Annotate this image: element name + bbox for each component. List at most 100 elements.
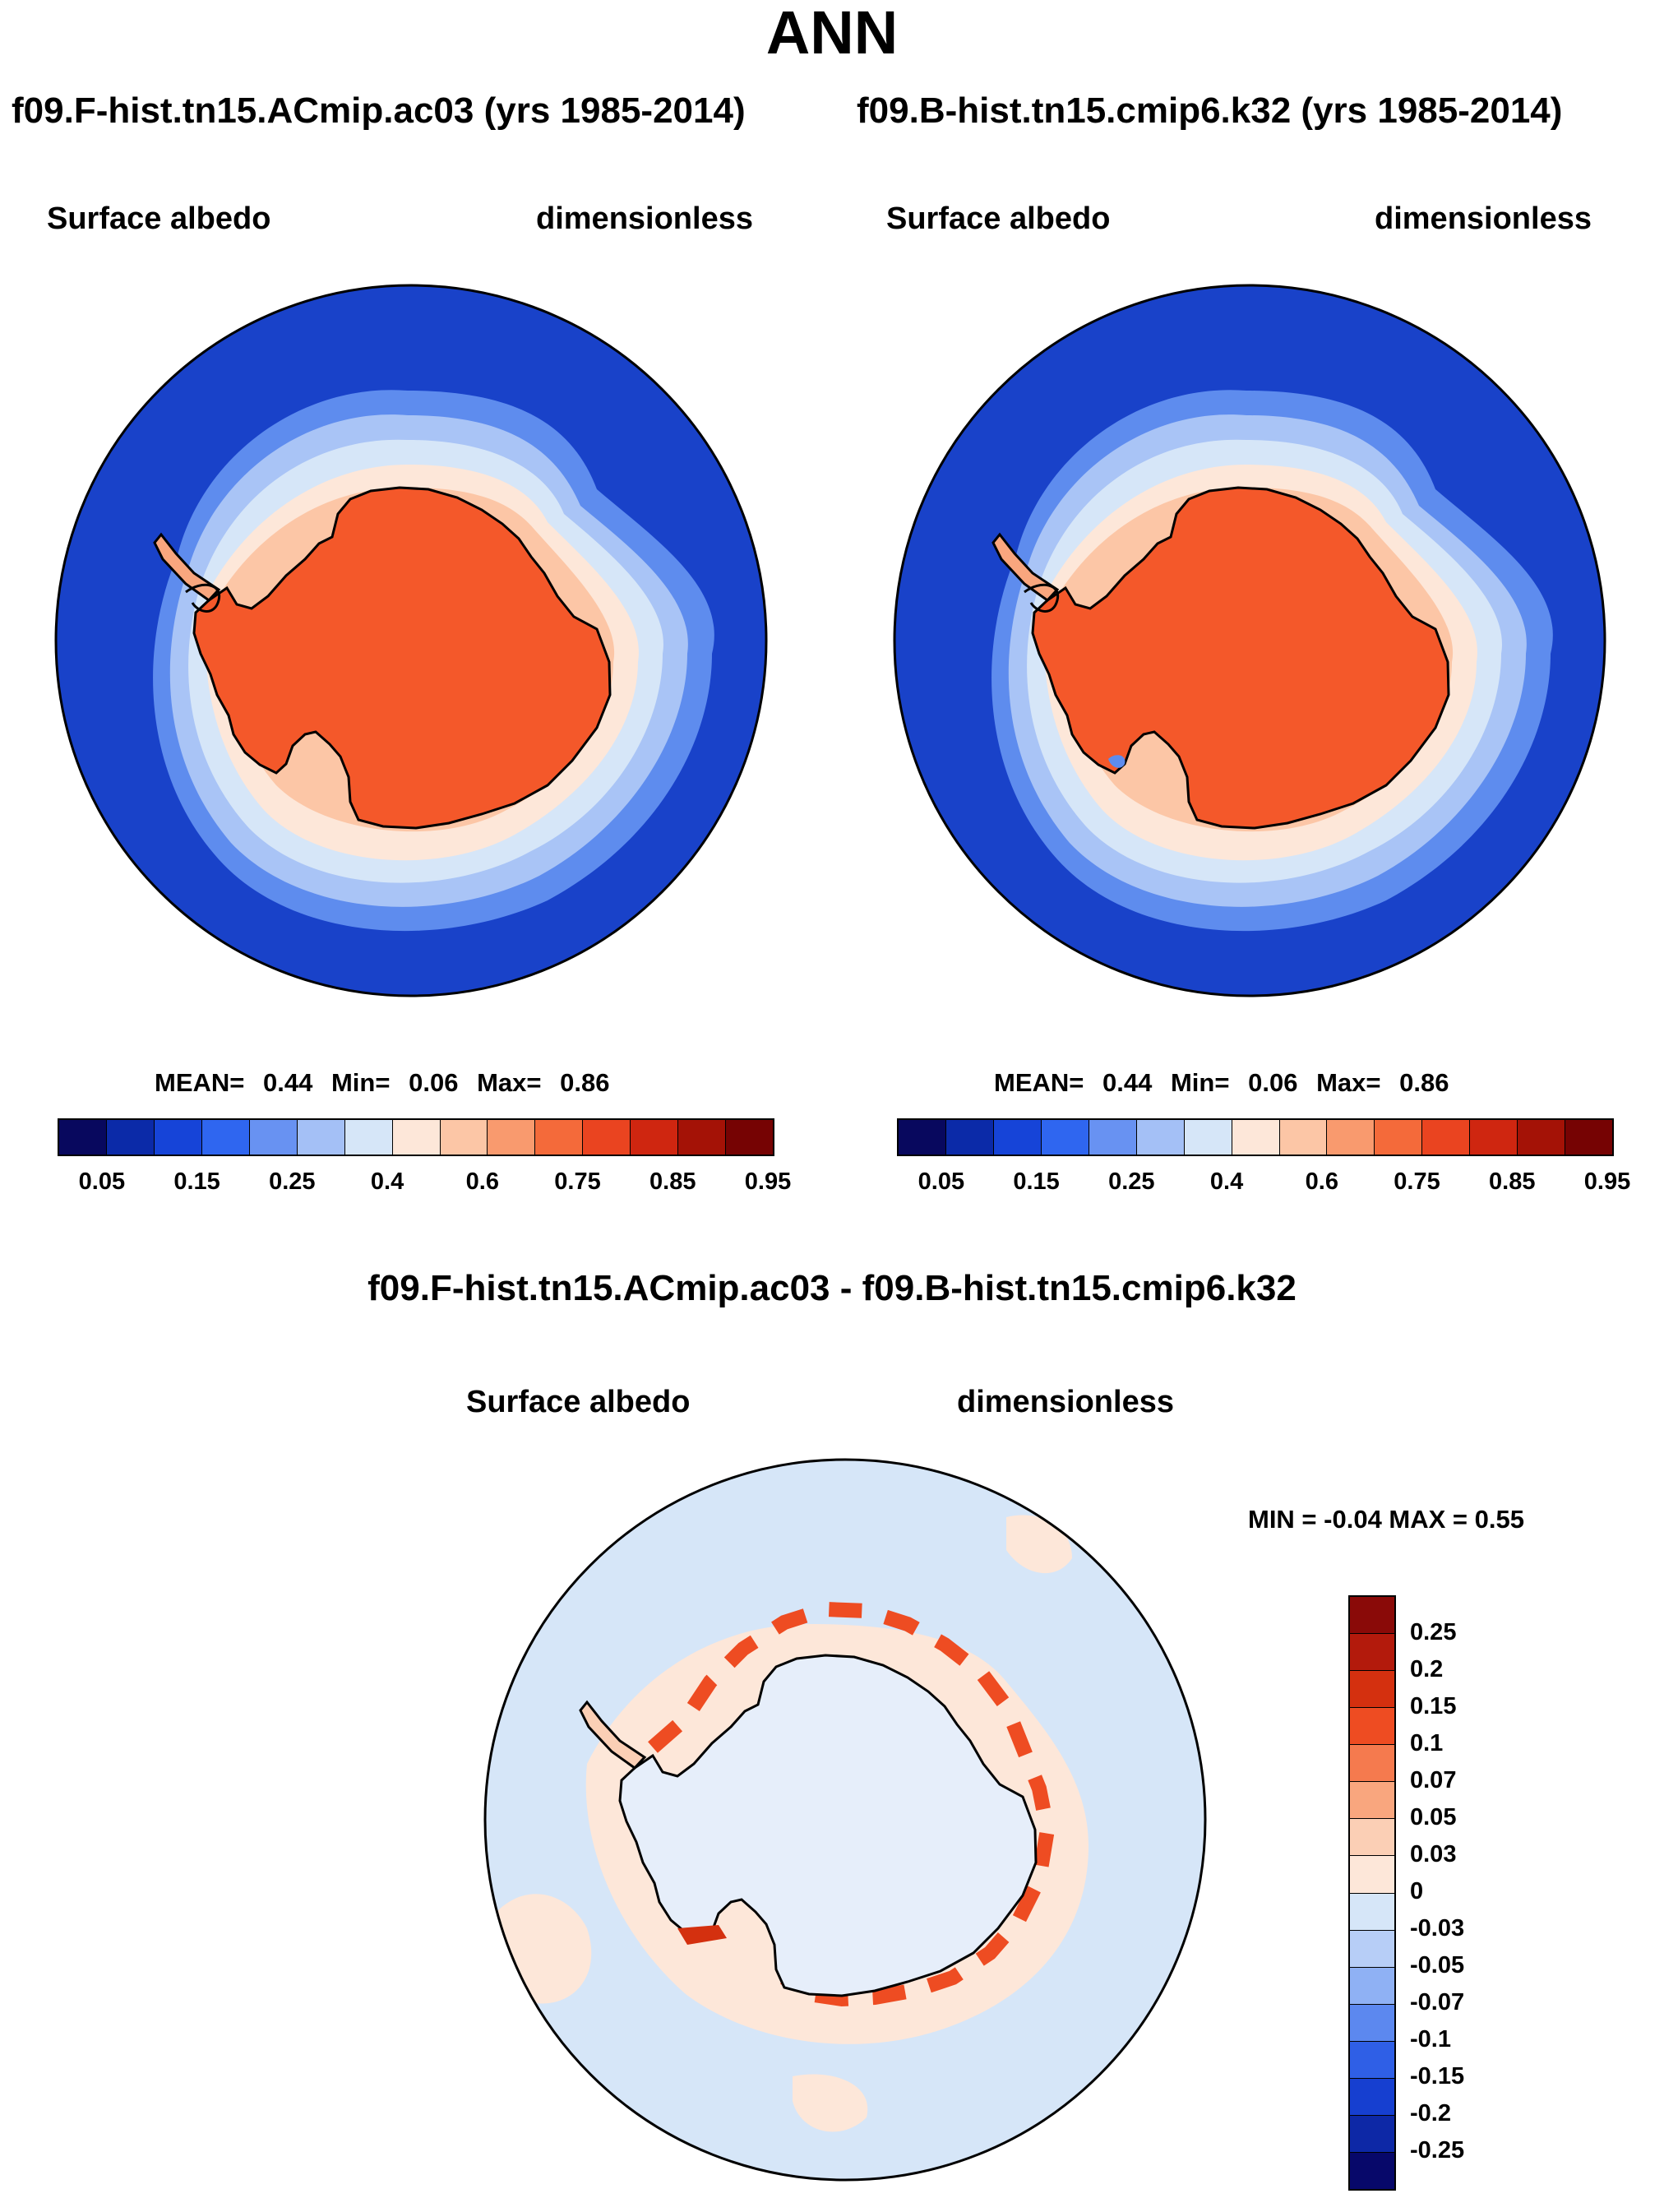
diff-units-label: dimensionless xyxy=(957,1385,1174,1419)
panel1-units-label: dimensionless xyxy=(536,201,753,236)
colorbar-cell xyxy=(1350,1967,1394,2005)
panel2-max-label: Max= xyxy=(1316,1068,1381,1097)
ice-shelf-detail xyxy=(185,583,221,613)
colorbar-tick-label: 0 xyxy=(1410,1878,1424,1904)
colorbar-tick-label: 0.1 xyxy=(1410,1730,1444,1756)
colorbar-tick-label: 0.25 xyxy=(1108,1168,1155,1195)
colorbar-cell xyxy=(678,1120,727,1155)
ross-sea-polynya xyxy=(1108,755,1126,768)
diff-minmax: MIN = -0.04 MAX = 0.55 xyxy=(1248,1505,1524,1534)
colorbar-cell xyxy=(1422,1120,1471,1155)
colorbar-tick-label: 0.05 xyxy=(918,1168,965,1195)
colorbar-cell xyxy=(1350,1708,1394,1746)
colorbar-tick-label: 0.15 xyxy=(1410,1693,1457,1719)
colorbar-tick-label: 0.15 xyxy=(1013,1168,1060,1195)
colorbar-tick-label: -0.2 xyxy=(1410,2100,1451,2126)
panel2-mean-value: 0.44 xyxy=(1102,1068,1153,1097)
panel2-colorbar xyxy=(897,1118,1614,1156)
colorbar-tick-label: 0.85 xyxy=(1489,1168,1536,1195)
ice-shelf-detail xyxy=(1024,583,1060,613)
panel1-run-title: f09.F-hist.tn15.ACmip.ac03 (yrs 1985-201… xyxy=(12,90,746,131)
colorbar-cell xyxy=(392,1120,441,1155)
colorbar-cell xyxy=(1375,1120,1423,1155)
colorbar-tick-label: -0.05 xyxy=(1410,1952,1465,1978)
colorbar-tick-label: -0.1 xyxy=(1410,2026,1451,2052)
panel1-colorbar xyxy=(58,1118,774,1156)
panel1-mean-value: 0.44 xyxy=(263,1068,313,1097)
colorbar-cell xyxy=(1350,1856,1394,1894)
colorbar-cell xyxy=(1279,1120,1328,1155)
colorbar-tick-label: 0.03 xyxy=(1410,1841,1457,1867)
panel1-stats: MEAN= 0.44 Min= 0.06 Max= 0.86 xyxy=(155,1067,609,1099)
colorbar-tick-label: 0.6 xyxy=(1305,1168,1338,1195)
colorbar-cell xyxy=(1470,1120,1518,1155)
colorbar-cell xyxy=(1232,1120,1280,1155)
colorbar-cell xyxy=(1350,1930,1394,1968)
colorbar-cell xyxy=(1327,1120,1375,1155)
colorbar-cell xyxy=(297,1120,345,1155)
colorbar-cell xyxy=(1565,1120,1613,1155)
colorbar-tick-label: 0.05 xyxy=(1410,1804,1457,1830)
colorbar-cell xyxy=(154,1120,202,1155)
colorbar-tick-label: 0.15 xyxy=(173,1168,220,1195)
colorbar-cell xyxy=(488,1120,536,1155)
panel2-stats: MEAN= 0.44 Min= 0.06 Max= 0.86 xyxy=(994,1067,1449,1099)
colorbar-cell xyxy=(993,1120,1042,1155)
diff-title: f09.F-hist.tn15.ACmip.ac03 - f09.B-hist.… xyxy=(367,1268,1297,1308)
colorbar-cell xyxy=(106,1120,155,1155)
panel1-map xyxy=(54,284,768,997)
colorbar-tick-label: 0.85 xyxy=(649,1168,696,1195)
colorbar-cell xyxy=(1350,1634,1394,1672)
diff-variable-label: Surface albedo xyxy=(466,1385,691,1419)
ocean-positive-patch xyxy=(793,2074,868,2132)
colorbar-cell xyxy=(631,1120,679,1155)
colorbar-cell xyxy=(1350,1893,1394,1931)
colorbar-tick-label: 0.4 xyxy=(1209,1168,1244,1195)
panel1-min-value: 0.06 xyxy=(409,1068,459,1097)
panel2-min-label: Min= xyxy=(1170,1068,1230,1097)
colorbar-tick-label: 0.07 xyxy=(1410,1767,1457,1793)
panel2-variable-label: Surface albedo xyxy=(886,201,1111,236)
colorbar-tick-label: -0.07 xyxy=(1410,1989,1465,2015)
colorbar-tick-label: -0.15 xyxy=(1410,2063,1465,2089)
panel1-mean-label: MEAN= xyxy=(155,1068,245,1097)
colorbar-tick-label: -0.25 xyxy=(1410,2137,1465,2163)
colorbar-cell xyxy=(1350,2041,1394,2079)
colorbar-tick-label: 0.4 xyxy=(370,1168,404,1195)
panel2-run-title: f09.B-hist.tn15.cmip6.k32 (yrs 1985-2014… xyxy=(857,90,1563,131)
colorbar-tick-label: 0.95 xyxy=(744,1168,792,1195)
colorbar-tick-label: 0.95 xyxy=(1583,1168,1631,1195)
colorbar-cell xyxy=(583,1120,631,1155)
antarctica-ice-sheet xyxy=(618,1654,1038,1997)
colorbar-cell xyxy=(201,1120,250,1155)
colorbar-cell xyxy=(899,1120,946,1155)
panel2-mean-label: MEAN= xyxy=(994,1068,1084,1097)
colorbar-cell xyxy=(344,1120,393,1155)
diff-colorbar xyxy=(1348,1595,1396,2191)
panel1-max-label: Max= xyxy=(477,1068,542,1097)
panel2-max-value: 0.86 xyxy=(1399,1068,1449,1097)
peninsula xyxy=(579,1700,647,1770)
panel2-min-value: 0.06 xyxy=(1248,1068,1298,1097)
colorbar-cell xyxy=(59,1120,107,1155)
colorbar-tick-label: 0.75 xyxy=(1394,1168,1440,1195)
antarctica-ice-sheet xyxy=(192,486,612,830)
colorbar-cell xyxy=(1350,1745,1394,1783)
colorbar-cell xyxy=(1184,1120,1232,1155)
panel2-units-label: dimensionless xyxy=(1375,201,1592,236)
colorbar-cell xyxy=(535,1120,584,1155)
ross-ice-shelf-anomaly xyxy=(677,1925,727,1945)
panel2-map xyxy=(893,284,1606,997)
colorbar-cell xyxy=(1041,1120,1089,1155)
colorbar-cell xyxy=(1350,2152,1394,2189)
ocean-positive-patch xyxy=(1006,1515,1072,1574)
figure-title: ANN xyxy=(765,0,899,67)
colorbar-tick-label: -0.03 xyxy=(1410,1915,1465,1941)
panel1-min-label: Min= xyxy=(330,1068,391,1097)
colorbar-cell xyxy=(1350,2004,1394,2042)
colorbar-tick-label: 0.25 xyxy=(1410,1619,1457,1645)
panel1-variable-label: Surface albedo xyxy=(47,201,271,236)
colorbar-tick-label: 0.05 xyxy=(78,1168,126,1195)
colorbar-cell xyxy=(1089,1120,1137,1155)
colorbar-cell xyxy=(440,1120,488,1155)
